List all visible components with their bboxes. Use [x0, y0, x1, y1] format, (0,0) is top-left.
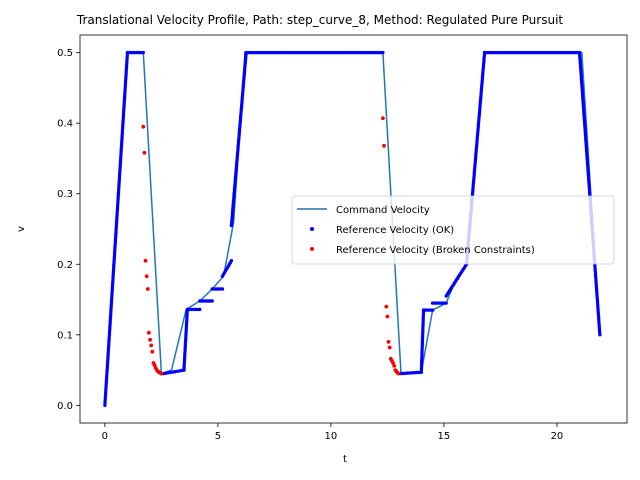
- x-tick-label: 15: [438, 431, 451, 442]
- reference-broken-point: [384, 304, 389, 309]
- legend: Command Velocity Reference Velocity (OK)…: [291, 195, 615, 265]
- reference-ok-point: [444, 301, 448, 305]
- y-tick-label: 0.3: [57, 189, 73, 200]
- reference-broken-point: [391, 361, 395, 365]
- reference-broken-point: [382, 143, 386, 148]
- reference-broken-point: [145, 287, 150, 291]
- plot-frame: [79, 34, 628, 424]
- y-tick-label: 0.4: [57, 119, 73, 130]
- y-tick-label: 0.0: [57, 401, 73, 412]
- legend-label-broken: Reference Velocity (Broken Constraints): [336, 245, 535, 256]
- reference-ok-point: [381, 50, 385, 55]
- y-tick-label: 0.2: [57, 260, 73, 271]
- x-tick-label: 5: [215, 431, 221, 442]
- y-axis-label: v: [16, 226, 27, 232]
- x-axis-label: t: [343, 454, 347, 465]
- reference-broken-point: [142, 150, 147, 155]
- y-axis-ticks: 0.0 0.1 0.2 0.3 0.4 0.5: [57, 48, 80, 412]
- y-tick-label: 0.5: [57, 48, 73, 59]
- reference-broken-point: [147, 330, 151, 335]
- reference-broken-point: [149, 343, 154, 348]
- reference-broken-point: [159, 371, 164, 376]
- reference-ok-point: [220, 287, 225, 291]
- reference-broken-point: [392, 364, 397, 368]
- x-tick-label: 0: [102, 431, 108, 442]
- reference-ok-point: [210, 299, 214, 303]
- reference-ok-point: [598, 333, 602, 337]
- legend-label-command: Command Velocity: [336, 205, 430, 216]
- reference-broken-point: [386, 340, 391, 344]
- reference-ok-point: [198, 307, 202, 312]
- reference-broken-point: [387, 345, 392, 350]
- reference-broken-point: [150, 349, 155, 354]
- reference-ok-point: [141, 50, 145, 55]
- legend-marker-broken: [310, 247, 314, 251]
- legend-box: [291, 195, 615, 265]
- reference-broken-point: [381, 116, 385, 121]
- x-tick-label: 10: [325, 431, 338, 442]
- reference-broken-point: [396, 371, 401, 376]
- legend-marker-ok: [310, 227, 314, 231]
- reference-ok-point: [229, 259, 234, 263]
- reference-broken-series: [141, 116, 401, 376]
- x-axis-ticks: 0 5 10 15 20: [102, 423, 564, 442]
- reference-broken-point: [148, 337, 153, 342]
- reference-ok-point: [430, 308, 435, 312]
- chart-title: Translational Velocity Profile, Path: st…: [76, 13, 564, 27]
- reference-broken-point: [143, 258, 148, 263]
- x-tick-label: 20: [551, 431, 564, 442]
- reference-ok-series: [103, 50, 602, 408]
- reference-broken-point: [141, 124, 146, 129]
- legend-label-ok: Reference Velocity (OK): [336, 225, 454, 236]
- reference-broken-point: [144, 274, 149, 279]
- reference-broken-point: [385, 314, 390, 319]
- y-tick-label: 0.1: [57, 330, 73, 341]
